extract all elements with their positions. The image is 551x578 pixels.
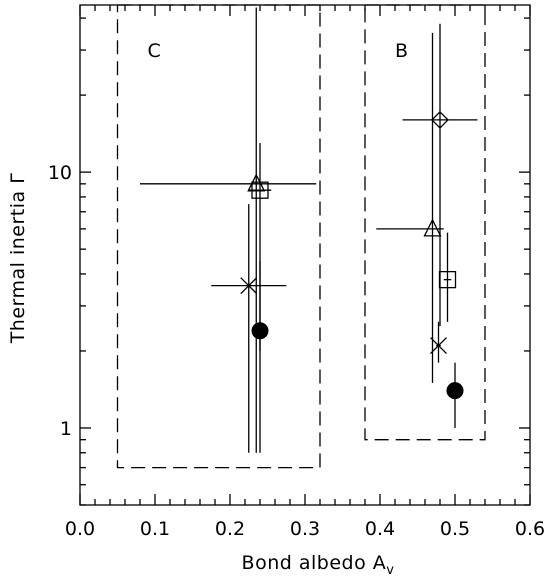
triangle-marker — [423, 218, 442, 237]
x-axis-label: Bond albedo Av — [242, 552, 395, 578]
data-point-filled-circle — [446, 362, 464, 428]
data-point-cross — [211, 204, 287, 453]
data-point-filled-circle — [251, 260, 269, 453]
region-box-b — [364, 4, 486, 441]
x-tick-label: 0.5 — [440, 518, 470, 540]
square-marker — [438, 270, 457, 289]
data-point-cross — [430, 321, 447, 363]
plot-frame — [79, 4, 531, 506]
data-point-triangle — [140, 7, 317, 453]
filled-circle-marker — [251, 322, 269, 340]
region-box-c — [116, 4, 321, 469]
x-tick-label: 0.0 — [65, 518, 95, 540]
filled-circle-marker — [446, 382, 464, 400]
axis-ticks: 0.0 0.1 0.2 0.3 0.4 0.5 0.6 1 10 — [48, 5, 545, 540]
square-marker — [251, 181, 269, 199]
x-tick-label: 0.3 — [290, 518, 320, 540]
data-point-square — [438, 232, 457, 322]
y-tick-label: 1 — [60, 418, 72, 440]
region-label-c: C — [148, 40, 161, 62]
x-axis-label-subscript: v — [386, 563, 394, 578]
plot-border — [79, 4, 531, 506]
x-tick-label: 0.1 — [140, 518, 170, 540]
x-tick-label: 0.4 — [365, 518, 395, 540]
cross-marker — [240, 277, 258, 295]
labels: Bond albedo Av Thermal inertia Γ — [7, 173, 394, 578]
data-points — [140, 7, 478, 453]
region-label-b: B — [395, 40, 408, 62]
cross-marker — [430, 337, 447, 354]
y-axis-label: Thermal inertia Γ — [7, 173, 29, 345]
diamond-marker — [431, 110, 449, 129]
x-tick-label: 0.2 — [215, 518, 245, 540]
y-tick-label: 10 — [48, 162, 72, 184]
x-tick-label: 0.6 — [515, 518, 545, 540]
data-point-triangle — [376, 32, 444, 383]
